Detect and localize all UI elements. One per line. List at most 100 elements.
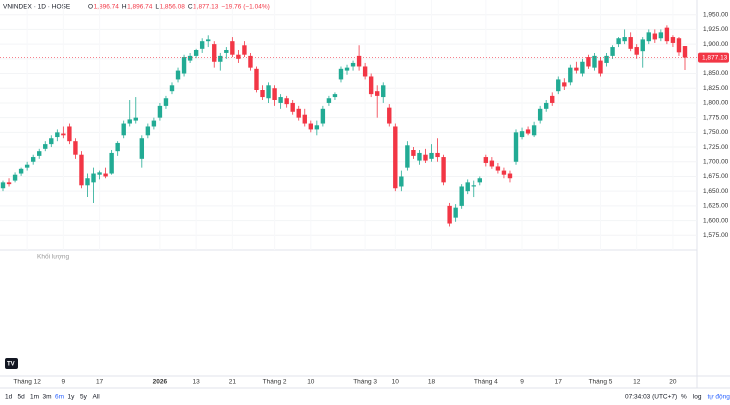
candle-body bbox=[242, 45, 247, 55]
candle-body bbox=[163, 98, 169, 106]
candle-body bbox=[12, 174, 18, 181]
candle-body bbox=[423, 154, 428, 161]
x-tick-label: 21 bbox=[229, 379, 237, 386]
candle-body bbox=[610, 47, 615, 56]
candle-body bbox=[417, 152, 422, 161]
candle-body bbox=[187, 55, 193, 61]
x-tick-label: 9 bbox=[520, 379, 524, 386]
candle-body bbox=[91, 173, 96, 183]
candle-body bbox=[604, 55, 609, 63]
candle-body bbox=[18, 168, 24, 174]
scale-button[interactable]: % bbox=[681, 394, 687, 401]
candle-body bbox=[495, 166, 501, 171]
candle-body bbox=[598, 60, 603, 74]
candle-body bbox=[507, 173, 513, 179]
x-tick-label: 17 bbox=[555, 379, 563, 386]
candle-body bbox=[562, 82, 567, 87]
candle-body bbox=[393, 126, 398, 189]
candle-body bbox=[67, 126, 72, 142]
candle-body bbox=[302, 114, 307, 124]
last-price-tag bbox=[698, 52, 729, 63]
last-price-label: 1,877.13 bbox=[702, 54, 728, 61]
candle-body bbox=[519, 131, 525, 138]
candle-body bbox=[320, 108, 326, 124]
x-tick-label: Tháng 2 bbox=[263, 379, 287, 386]
candle-body bbox=[381, 85, 386, 98]
candle-body bbox=[169, 85, 175, 92]
candle-body bbox=[260, 90, 265, 98]
y-tick-label: 1,900.00 bbox=[703, 41, 729, 48]
x-tick-label: Tháng 5 bbox=[589, 379, 613, 386]
y-tick-label: 1,725.00 bbox=[703, 144, 729, 151]
range-button[interactable]: All bbox=[93, 394, 101, 401]
candle-body bbox=[411, 150, 416, 156]
candle-body bbox=[181, 57, 187, 74]
candle-body bbox=[501, 170, 507, 175]
scale-button[interactable]: tự động bbox=[707, 394, 730, 401]
candle-body bbox=[272, 88, 277, 100]
y-tick-label: 1,650.00 bbox=[703, 188, 729, 195]
candle-body bbox=[157, 105, 163, 118]
candle-body bbox=[193, 50, 199, 56]
candle-body bbox=[266, 85, 271, 99]
candle-body bbox=[133, 117, 138, 121]
range-button[interactable]: 5y bbox=[80, 394, 88, 401]
candle-body bbox=[646, 32, 651, 42]
range-button[interactable]: 3m bbox=[43, 394, 52, 401]
candle-body bbox=[236, 54, 241, 59]
candle-body bbox=[55, 132, 60, 138]
candle-body bbox=[103, 173, 108, 177]
candle-body bbox=[489, 160, 495, 167]
candle-body bbox=[556, 79, 561, 92]
candle-body bbox=[447, 205, 452, 224]
y-tick-label: 1,925.00 bbox=[703, 26, 729, 33]
y-tick-label: 1,625.00 bbox=[703, 203, 729, 210]
candle-body bbox=[586, 57, 591, 67]
x-tick-label: 17 bbox=[96, 379, 104, 386]
candle-body bbox=[362, 66, 368, 77]
candle-body bbox=[574, 67, 579, 71]
candle-body bbox=[61, 133, 66, 136]
range-button[interactable]: 1y bbox=[68, 394, 76, 401]
y-tick-label: 1,750.00 bbox=[703, 129, 729, 136]
candle-body bbox=[537, 108, 543, 121]
candle-body bbox=[139, 138, 145, 159]
range-button[interactable]: 1m bbox=[30, 394, 39, 401]
symbol: VNINDEX · 1D · HOSE bbox=[3, 4, 71, 11]
candle-body bbox=[37, 151, 42, 156]
x-tick-label: 10 bbox=[307, 379, 315, 386]
y-tick-label: 1,800.00 bbox=[703, 100, 729, 107]
x-tick-label: 9 bbox=[62, 379, 66, 386]
candle-body bbox=[151, 120, 157, 127]
candle-body bbox=[24, 164, 30, 168]
x-tick-label: 10 bbox=[392, 379, 400, 386]
scale-button[interactable]: log bbox=[693, 394, 702, 401]
candle-body bbox=[332, 94, 338, 98]
candle-body bbox=[145, 126, 151, 136]
candle-body bbox=[85, 178, 90, 186]
candle-body bbox=[429, 152, 434, 159]
candle-body bbox=[43, 144, 48, 149]
candle-body bbox=[314, 125, 320, 130]
svg-text:TV: TV bbox=[7, 362, 15, 368]
candle-body bbox=[115, 142, 120, 152]
candle-body bbox=[278, 97, 283, 103]
candle-body bbox=[471, 185, 476, 187]
candle-body bbox=[628, 37, 633, 49]
ohlc-key: H bbox=[122, 4, 127, 11]
candle-body bbox=[290, 102, 295, 112]
candle-body bbox=[374, 91, 380, 96]
volume-label: Khối lượng bbox=[37, 252, 69, 261]
range-button[interactable]: 6m bbox=[55, 394, 64, 401]
candle-body bbox=[338, 68, 344, 80]
range-button[interactable]: 5d bbox=[18, 394, 26, 401]
candle-body bbox=[622, 37, 627, 42]
candle-body bbox=[580, 61, 585, 74]
candle-body bbox=[682, 46, 688, 58]
candle-body bbox=[676, 38, 682, 53]
range-button[interactable]: 1d bbox=[5, 394, 13, 401]
candle-body bbox=[175, 70, 181, 80]
y-tick-label: 1,850.00 bbox=[703, 70, 729, 77]
y-tick-label: 1,825.00 bbox=[703, 85, 729, 92]
